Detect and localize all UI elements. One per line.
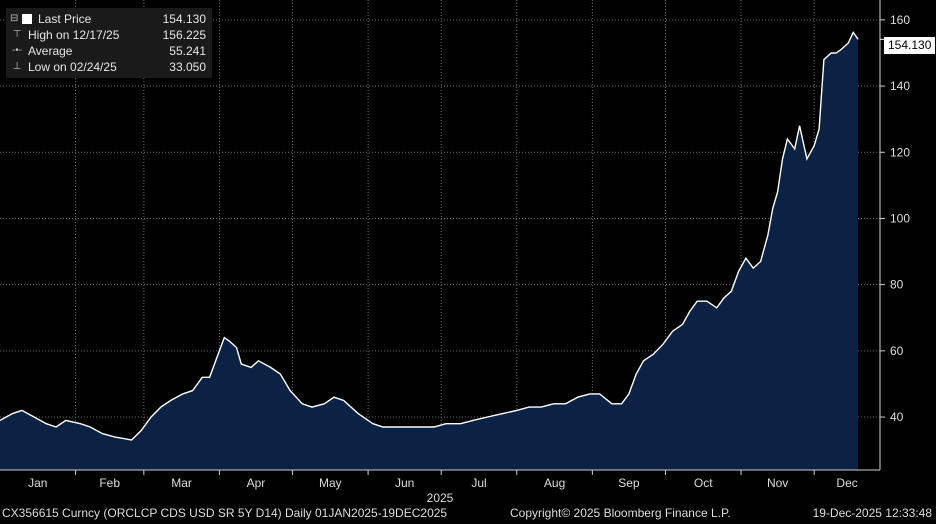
price-line	[0, 31, 859, 441]
legend: ⊟ Last Price 154.130 ⊤ High on 12/17/25 …	[6, 8, 212, 78]
legend-high-value: 156.225	[162, 28, 206, 42]
y-tick-label: 140	[890, 79, 910, 93]
legend-last: ⊟ Last Price 154.130	[10, 11, 206, 27]
price-area-fill	[0, 32, 859, 471]
legend-high-label: High on 12/17/25	[28, 28, 120, 42]
legend-low-value: 33.050	[169, 60, 206, 74]
legend-high: ⊤ High on 12/17/25 156.225	[10, 27, 206, 43]
legend-average: -•- Average 55.241	[10, 43, 206, 59]
legend-last-label: Last Price	[38, 12, 92, 26]
y-tick-label: 80	[890, 278, 904, 292]
legend-low-label: Low on 02/24/25	[28, 60, 117, 74]
x-tick-label: Apr	[247, 476, 266, 490]
y-tick-label: 120	[890, 145, 910, 159]
x-axis-label: 2025	[427, 491, 454, 505]
x-tick-label: Jul	[471, 476, 486, 490]
footer-ticker: CX356615 Curncy (ORCLCP CDS USD SR 5Y D1…	[2, 506, 448, 520]
y-tick-label: 60	[890, 344, 904, 358]
footer-timestamp: 19-Dec-2025 12:33:48	[812, 506, 932, 520]
average-marker-icon: -•-	[11, 45, 23, 56]
x-tick-label: Mar	[171, 476, 192, 490]
legend-average-value: 55.241	[169, 44, 206, 58]
x-tick-label: Feb	[99, 476, 120, 490]
high-marker-icon: ⊤	[12, 29, 22, 40]
y-tick-label: 160	[890, 13, 910, 27]
x-tick-label: Oct	[694, 476, 713, 490]
x-tick-label: Dec	[836, 476, 857, 490]
legend-average-label: Average	[28, 44, 73, 58]
legend-swatch-icon	[22, 14, 32, 24]
x-tick-label: Aug	[544, 476, 565, 490]
x-tick-label: May	[319, 476, 342, 490]
last-value-label: 154.130	[884, 37, 936, 54]
gridlines	[0, 0, 880, 470]
legend-low: ⊥ Low on 02/24/25 33.050	[10, 59, 206, 75]
y-tick-label: 100	[890, 211, 910, 225]
legend-last-value: 154.130	[162, 12, 206, 26]
low-marker-icon: ⊥	[12, 61, 22, 72]
footer-copyright: Copyright© 2025 Bloomberg Finance L.P.	[510, 506, 731, 520]
y-tick-label: 40	[890, 410, 904, 424]
legend-collapse-icon[interactable]: ⊟	[10, 13, 19, 24]
x-tick-label: Jan	[28, 476, 47, 490]
x-tick-label: Jun	[395, 476, 414, 490]
x-axis: Jan Feb Mar Apr May Jun Jul Aug Sep Oct Nov Dec	[0, 469, 880, 490]
y-axis: 40 60 80 100 120 140 160	[879, 0, 910, 470]
x-tick-label: Sep	[618, 476, 640, 490]
x-tick-label: Nov	[767, 476, 788, 490]
